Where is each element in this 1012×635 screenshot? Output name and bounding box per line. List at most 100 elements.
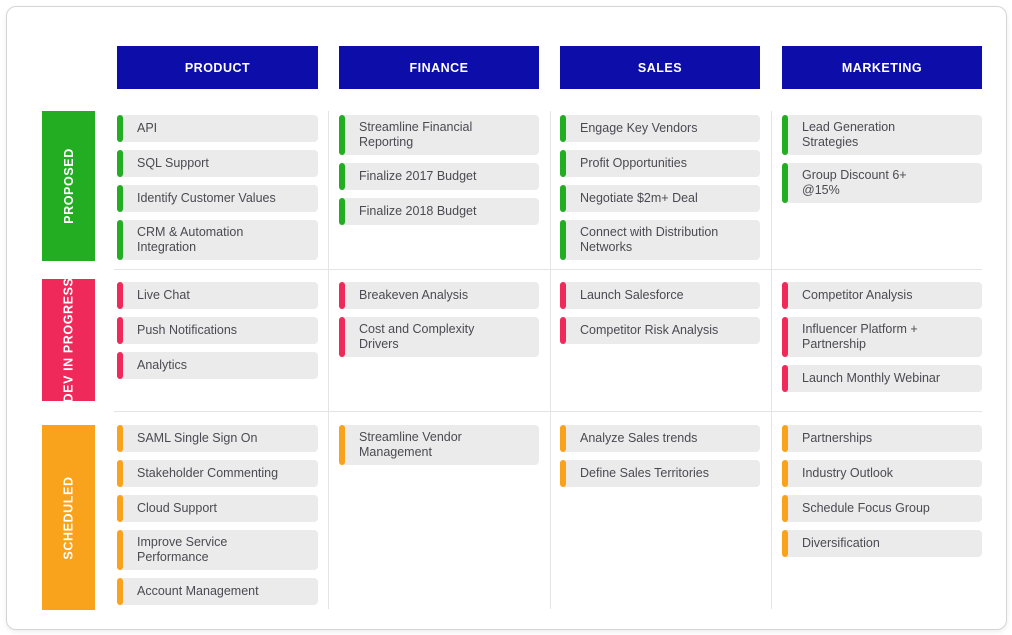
card-label: Improve Service Performance [137,535,228,564]
task-card[interactable]: Competitor Analysis [782,282,982,309]
task-card[interactable]: Group Discount 6+ @15% [782,163,982,203]
task-card[interactable]: Negotiate $2m+ Deal [560,185,760,212]
task-card[interactable]: Push Notifications [117,317,318,344]
task-card[interactable]: Influencer Platform + Partnership [782,317,982,357]
card-accent-bar [117,425,123,452]
card-accent-bar [117,317,123,344]
cell-marketing-scheduled: Partnerships Industry Outlook Schedule Foc… [782,421,982,611]
card-accent-bar [117,185,123,212]
card-label: Engage Key Vendors [580,121,698,135]
task-card[interactable]: Connect with Distribution Networks [560,220,760,260]
task-card[interactable]: Cloud Support [117,495,318,522]
task-card[interactable]: Partnerships [782,425,982,452]
cell-finance-dev-in-progress: Breakeven Analysis Cost and Complexity Dr… [339,278,539,421]
card-accent-bar [117,495,123,522]
task-card[interactable]: API [117,115,318,142]
task-card[interactable]: Analytics [117,352,318,379]
card-accent-bar [560,220,566,260]
card-label: Push Notifications [137,323,238,337]
card-label: Cloud Support [137,501,217,515]
task-card[interactable]: Lead Generation Strategies [782,115,982,155]
card-label: Breakeven Analysis [359,288,469,302]
card-label: Influencer Platform + Partnership [802,322,918,351]
card-label: Launch Monthly Webinar [802,371,941,385]
task-card[interactable]: Identify Customer Values [117,185,318,212]
cell-sales-dev-in-progress: Launch Salesforce Competitor Risk Analysi… [560,278,760,421]
card-label: Industry Outlook [802,466,894,480]
cell-sales-scheduled: Analyze Sales trends Define Sales Territo… [560,421,760,611]
column-header-marketing[interactable]: MARKETING [782,46,982,89]
row-label-scheduled: SCHEDULED [42,425,95,610]
card-label: API [137,121,158,135]
task-card[interactable]: Analyze Sales trends [560,425,760,452]
card-label: Competitor Analysis [802,288,913,302]
card-accent-bar [560,115,566,142]
card-label: Identify Customer Values [137,191,276,205]
task-card[interactable]: Breakeven Analysis [339,282,539,309]
card-accent-bar [560,185,566,212]
card-label: SQL Support [137,156,209,170]
card-label: Account Management [137,584,259,598]
task-card[interactable]: Finalize 2017 Budget [339,163,539,190]
card-accent-bar [560,150,566,177]
cell-sales-proposed: Engage Key Vendors Profit Opportunities Ne… [560,111,760,269]
column-divider [771,111,772,609]
cell-product-proposed: API SQL Support Identify Customer Values CR… [117,111,318,269]
card-accent-bar [782,530,788,557]
task-card[interactable]: Finalize 2018 Budget [339,198,539,225]
task-card[interactable]: Live Chat [117,282,318,309]
card-accent-bar [339,425,345,465]
task-card[interactable]: Diversification [782,530,982,557]
card-accent-bar [339,282,345,309]
card-label: Cost and Complexity Drivers [359,322,475,351]
task-card[interactable]: Engage Key Vendors [560,115,760,142]
card-accent-bar [339,163,345,190]
task-card[interactable]: CRM & Automation Integration [117,220,318,260]
card-accent-bar [782,115,788,155]
card-accent-bar [117,150,123,177]
card-accent-bar [782,495,788,522]
task-card[interactable]: Stakeholder Commenting [117,460,318,487]
task-card[interactable]: SAML Single Sign On [117,425,318,452]
task-card[interactable]: Launch Salesforce [560,282,760,309]
task-card[interactable]: Define Sales Territories [560,460,760,487]
column-header-product[interactable]: PRODUCT [117,46,318,89]
card-label: Define Sales Territories [580,466,709,480]
task-card[interactable]: Streamline Financial Reporting [339,115,539,155]
card-label: Analyze Sales trends [580,431,698,445]
task-card[interactable]: Launch Monthly Webinar [782,365,982,392]
card-label: Negotiate $2m+ Deal [580,191,698,205]
column-header-sales[interactable]: SALES [560,46,760,89]
card-label: CRM & Automation Integration [137,225,244,254]
card-label: Schedule Focus Group [802,501,930,515]
card-accent-bar [117,220,123,260]
row-label-text: DEV IN PROGRESS [61,277,76,403]
row-label-text: PROPOSED [61,148,76,224]
column-divider [550,111,551,609]
card-label: Stakeholder Commenting [137,466,279,480]
card-accent-bar [782,460,788,487]
card-label: Finalize 2017 Budget [359,169,477,183]
card-accent-bar [782,317,788,357]
cell-marketing-dev-in-progress: Competitor Analysis Influencer Platform +… [782,278,982,421]
task-card[interactable]: Streamline Vendor Management [339,425,539,465]
task-card[interactable]: Competitor Risk Analysis [560,317,760,344]
row-label-text: SCHEDULED [61,475,76,560]
card-label: Diversification [802,536,880,550]
task-card[interactable]: Industry Outlook [782,460,982,487]
task-card[interactable]: Account Management [117,578,318,605]
task-card[interactable]: Profit Opportunities [560,150,760,177]
card-label: Live Chat [137,288,190,302]
task-card[interactable]: SQL Support [117,150,318,177]
cell-product-scheduled: SAML Single Sign On Stakeholder Commentin… [117,421,318,611]
task-card[interactable]: Improve Service Performance [117,530,318,570]
cell-product-dev-in-progress: Live Chat Push Notifications Analytics [117,278,318,421]
column-header-finance[interactable]: FINANCE [339,46,539,89]
card-accent-bar [560,282,566,309]
task-card[interactable]: Cost and Complexity Drivers [339,317,539,357]
card-label: Streamline Financial Reporting [359,120,473,149]
task-card[interactable]: Schedule Focus Group [782,495,982,522]
card-accent-bar [339,115,345,155]
card-label: Launch Salesforce [580,288,684,302]
